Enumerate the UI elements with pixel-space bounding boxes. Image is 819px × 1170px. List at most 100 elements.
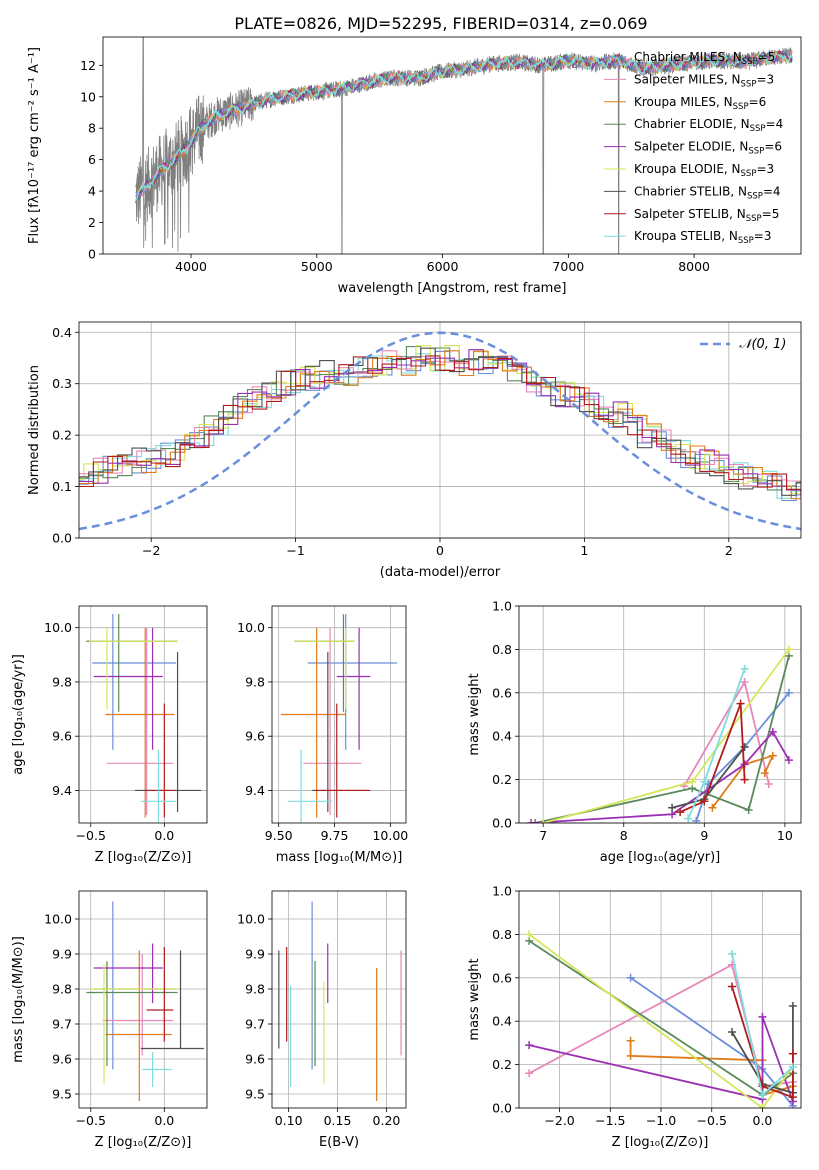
y-tick-label: 0.3 <box>52 376 72 391</box>
x-tick-label: 0.15 <box>324 1113 352 1128</box>
x-tick-label: 8000 <box>678 259 710 274</box>
y-tick-label: 9.9 <box>245 947 265 962</box>
legend-entry-text: Chabrier ELODIE, N <box>634 117 750 131</box>
histogram-step-line <box>79 355 801 495</box>
x-tick-label: 7 <box>539 828 547 843</box>
x-tick-label: 0.10 <box>275 1113 303 1128</box>
y-tick-label: 9.7 <box>52 1017 72 1032</box>
errorbar-point <box>86 961 178 1066</box>
series-line <box>731 986 794 1099</box>
weight_vs_Z-axes: −2.0 −1.5 −1.0 −0.5 0.0 0.0 0.2 0.4 0.6 0.8 1.0 Z [… <box>467 884 801 1150</box>
normal-distribution-curve <box>79 331 801 531</box>
y-tick-label: 9.5 <box>52 1087 72 1102</box>
y-tick-label: 12 <box>80 58 96 73</box>
series-marker <box>525 1069 534 1078</box>
y-tick-label: 0.4 <box>492 729 512 744</box>
model-spectrum-line <box>135 51 793 202</box>
y-tick-label: 0.4 <box>492 1014 512 1029</box>
legend-entry: Salpeter STELIB, NSSP=5 <box>634 207 779 224</box>
series-marker <box>760 769 769 778</box>
errorbar-point <box>146 947 174 1042</box>
x-tick-label: 5000 <box>301 259 333 274</box>
x-axis-label: Z [log₁₀(Z/Z⊙)] <box>95 1135 192 1150</box>
x-tick-label: 7000 <box>552 259 584 274</box>
weight_vs_age-frame <box>518 605 802 824</box>
x-tick-label: 10.00 <box>372 828 408 843</box>
errorbar-point <box>106 627 174 815</box>
y-tick-label: 0.6 <box>492 970 512 985</box>
series <box>539 645 793 823</box>
model-spectrum-line <box>135 50 793 198</box>
residuals-plot-area <box>79 331 801 531</box>
legend-entry: Kroupa MILES, NSSP=6 <box>634 95 766 112</box>
series-marker <box>784 688 793 697</box>
y-tick-label: 4 <box>88 184 96 199</box>
x-axis-label: Z [log₁₀(Z/Z⊙)] <box>95 850 192 865</box>
errorbar-point <box>93 943 163 1003</box>
residuals-legend: 𝒩(0, 1) <box>700 337 786 352</box>
legend-entry-suffix: =3 <box>756 72 774 86</box>
y-tick-label: 10.0 <box>44 620 72 635</box>
errorbar-point <box>93 627 163 750</box>
series <box>708 751 777 812</box>
errorbar-point <box>102 954 174 1056</box>
errorbar-point <box>105 950 172 1101</box>
y-tick-label: 9.6 <box>52 1052 72 1067</box>
series-marker <box>764 779 773 788</box>
weight_vs_age-plot-area <box>527 645 793 823</box>
x-tick-label: −0.5 <box>76 828 106 843</box>
y-axis-label: mass weight <box>467 958 482 1040</box>
errorbar-point <box>140 950 205 1050</box>
series <box>728 949 797 1099</box>
series-marker <box>728 949 737 958</box>
spectrum-plot-area <box>135 37 793 254</box>
mass_vs_ebv-frame <box>271 890 407 1109</box>
series-marker <box>740 743 749 752</box>
y-axis-label: Normed distribution <box>27 365 42 495</box>
legend-entry-subscript: SSP <box>742 57 758 67</box>
spectrum-axes: 4000 5000 6000 7000 8000 0 2 4 6 8 10 12 wavelength … <box>27 47 710 296</box>
y-tick-label: 0.2 <box>492 1057 512 1072</box>
series-marker <box>700 777 709 786</box>
legend-entry-text: Salpeter MILES, N <box>634 72 741 86</box>
x-axis-label: E(B-V) <box>319 1135 359 1150</box>
series-line <box>711 754 775 809</box>
series-marker <box>788 1049 797 1058</box>
legend-entry: Salpeter MILES, NSSP=3 <box>634 72 774 89</box>
legend-entry-suffix: =4 <box>763 184 781 198</box>
series-marker <box>788 1002 797 1011</box>
legend-entry-subscript: SSP <box>747 191 763 201</box>
series-line <box>534 655 790 823</box>
errorbar-point <box>294 627 355 710</box>
legend-entry-suffix: =3 <box>754 229 772 243</box>
errorbar-point <box>89 964 178 1084</box>
series-marker <box>668 803 677 812</box>
y-tick-label: 9.8 <box>52 982 72 997</box>
x-tick-label: 0 <box>436 543 444 558</box>
x-axis-label: wavelength [Angstrom, rest frame] <box>338 281 567 296</box>
errorbar-point <box>314 703 371 818</box>
x-axis-label: (data-model)/error <box>380 565 501 580</box>
y-axis-label: mass weight <box>467 673 482 755</box>
mass_vs_Z-frame <box>78 890 208 1109</box>
x-tick-label: 9 <box>700 828 708 843</box>
legend-entry-suffix: =3 <box>756 162 774 176</box>
x-axis-label: mass [log₁₀(M/M⊙)] <box>276 850 403 865</box>
errorbar-point <box>105 627 175 818</box>
y-tick-label: 0.2 <box>52 428 72 443</box>
series-marker <box>788 1062 797 1071</box>
mass_vs_ebv-axes: 0.10 0.15 0.20 9.5 9.6 9.7 9.8 9.9 10.0 E(B-V) <box>237 891 406 1150</box>
legend-entry: Chabrier ELODIE, NSSP=4 <box>634 117 783 134</box>
x-tick-label: 4000 <box>175 259 207 274</box>
y-tick-label: 8 <box>88 121 96 136</box>
series-marker <box>784 645 793 654</box>
legend-entry: Chabrier MILES, NSSP=5 <box>634 50 775 67</box>
legend-entry: Kroupa STELIB, NSSP=3 <box>634 229 772 246</box>
y-tick-label: 9.6 <box>52 729 72 744</box>
x-tick-label: 0.0 <box>154 828 174 843</box>
age_vs_Z-axes: −0.5 0.0 9.4 9.6 9.8 10.0 Z [log₁₀(Z/Z⊙)] age [… <box>11 606 207 865</box>
series-marker <box>626 973 635 982</box>
legend-entry-text: Kroupa MILES, N <box>634 95 733 109</box>
series-marker <box>768 751 777 760</box>
series-marker <box>740 677 749 686</box>
